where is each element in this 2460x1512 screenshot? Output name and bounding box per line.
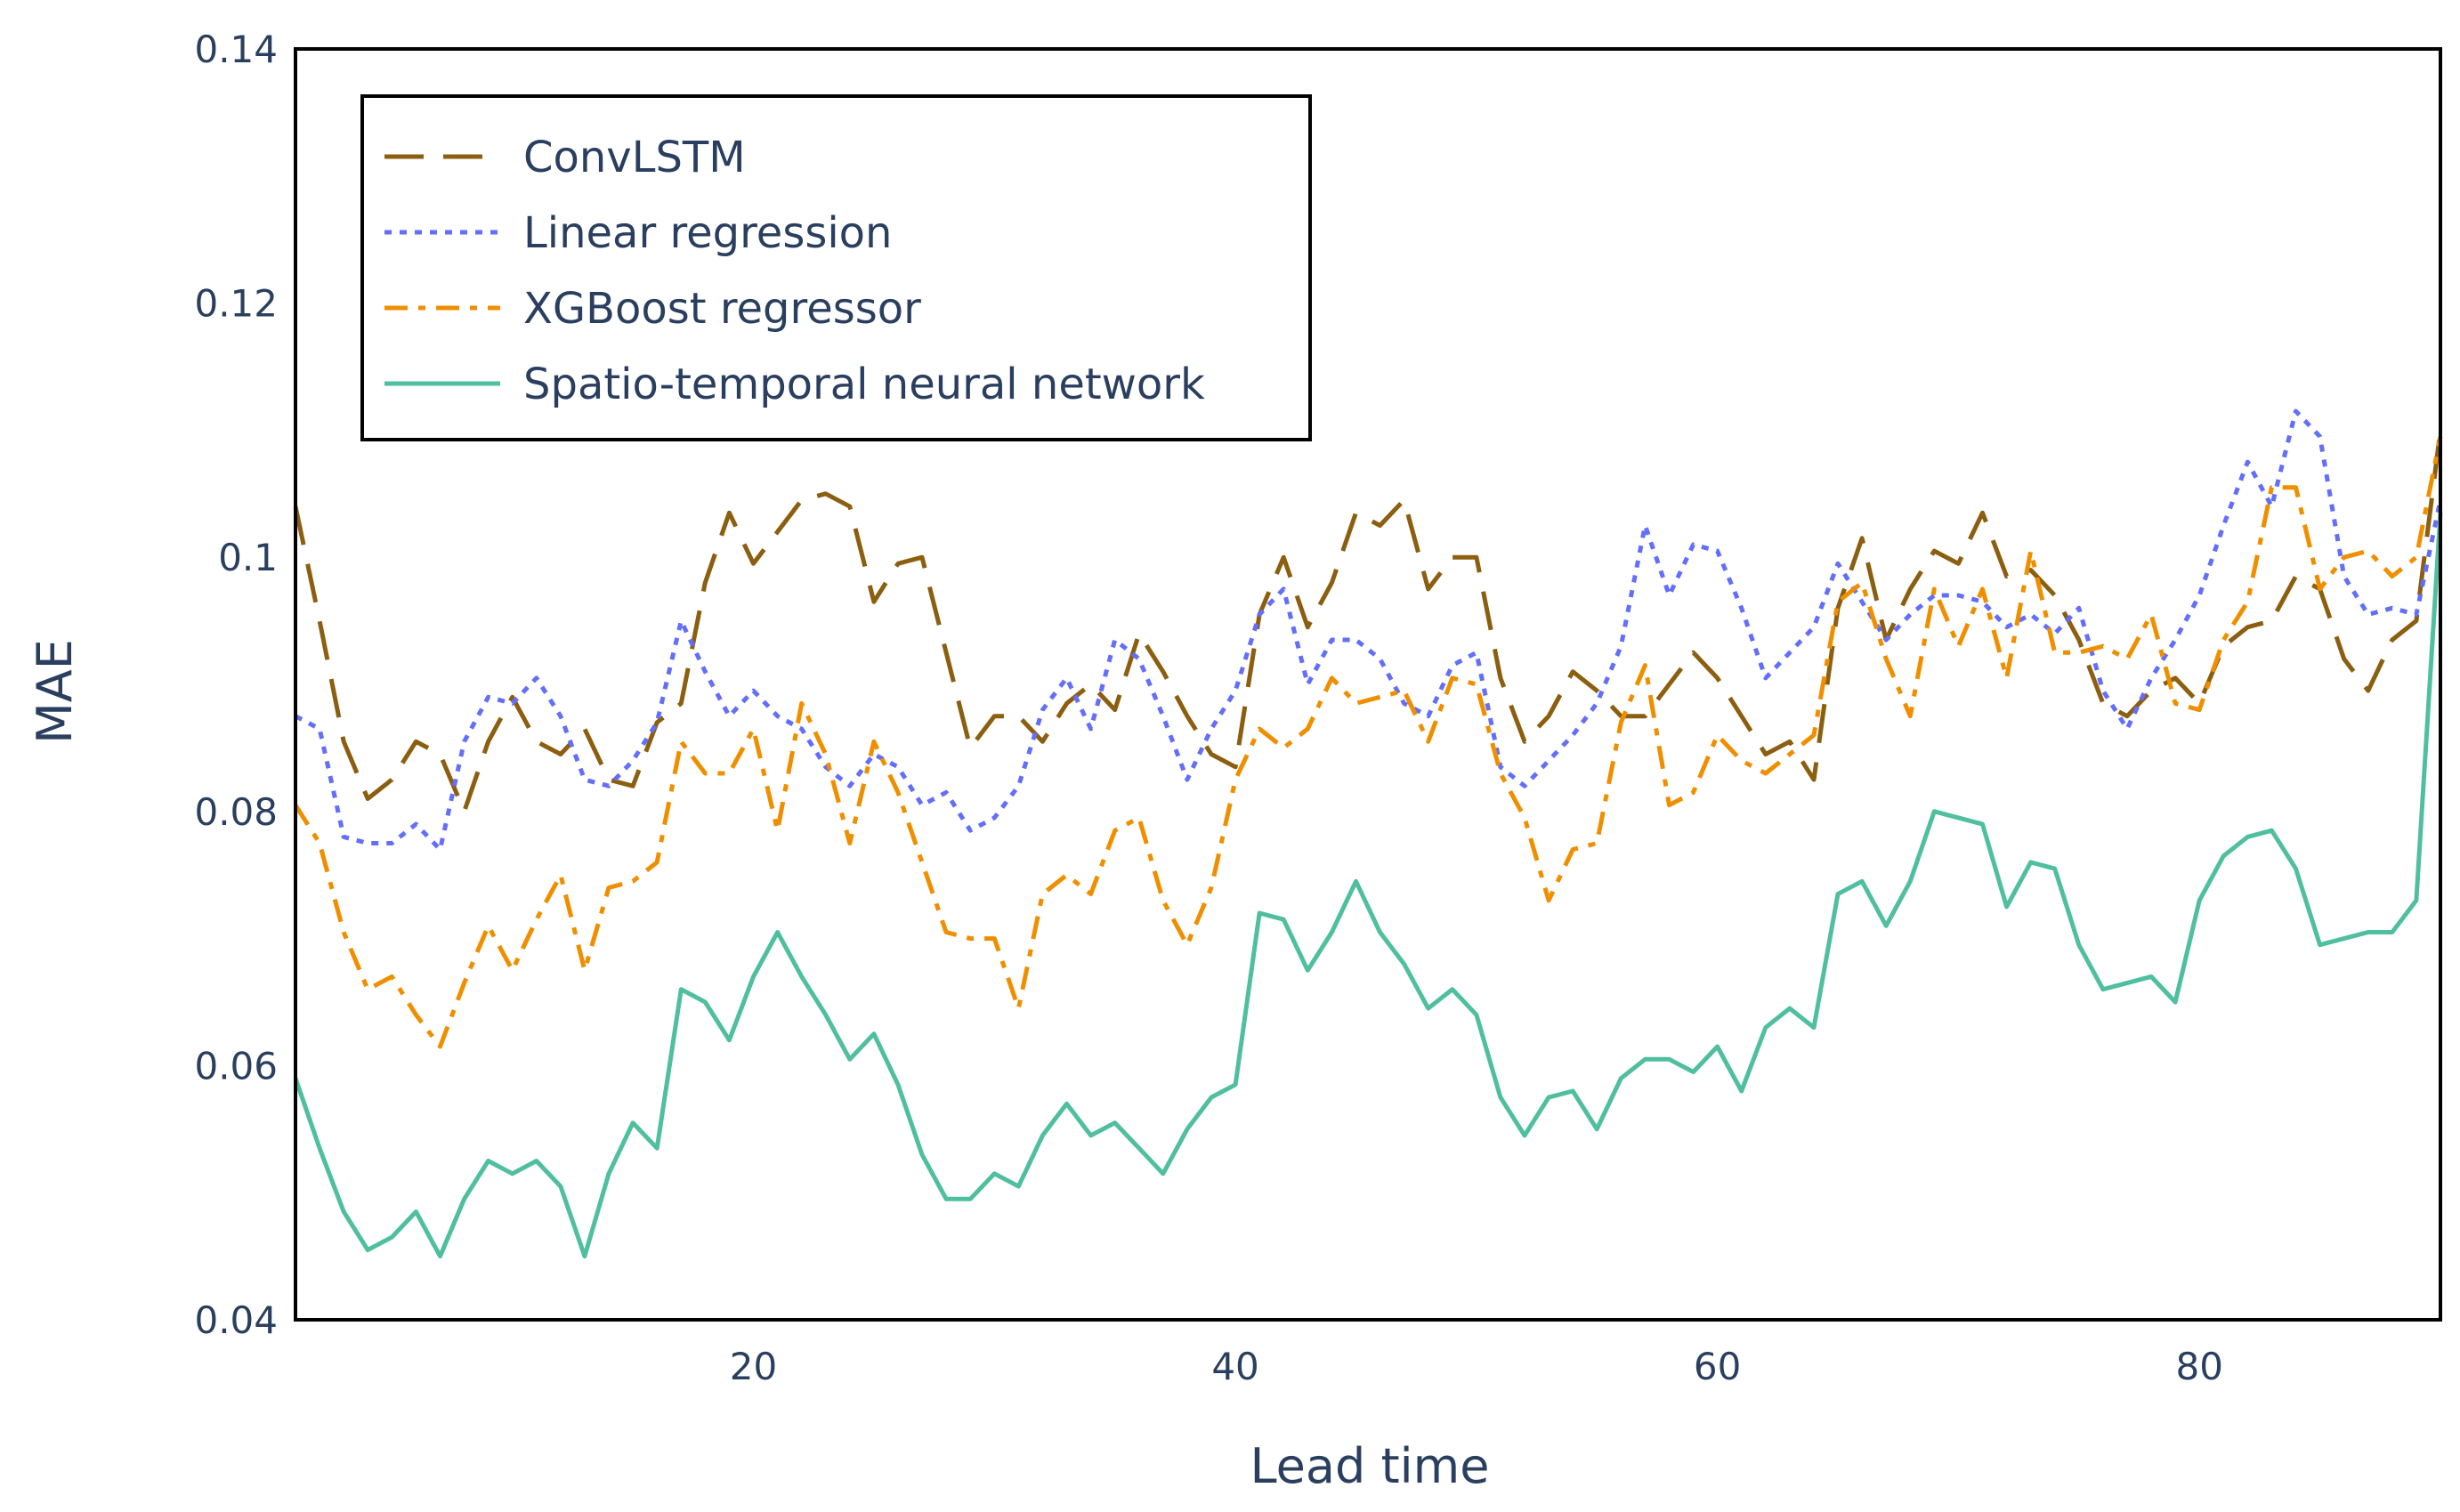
legend-label: XGBoost regressor bbox=[523, 284, 921, 334]
x-tick-label: 20 bbox=[730, 1345, 777, 1388]
x-tick-label: 80 bbox=[2175, 1345, 2222, 1388]
y-tick-label: 0.1 bbox=[218, 536, 278, 579]
y-tick-label: 0.12 bbox=[194, 282, 278, 326]
legend: ConvLSTM Linear regression XGBoost regress… bbox=[360, 94, 1312, 441]
y-tick-label: 0.08 bbox=[194, 790, 278, 834]
y-tick-label: 0.04 bbox=[194, 1298, 278, 1342]
series-line-linear-regression bbox=[294, 408, 2443, 853]
x-axis: 20 40 60 80 bbox=[730, 1345, 2223, 1388]
series-layer bbox=[293, 408, 2443, 1259]
x-tick-label: 40 bbox=[1211, 1345, 1258, 1388]
series-line-convlstm bbox=[293, 430, 2443, 814]
x-tick-label: 60 bbox=[1694, 1345, 1741, 1388]
legend-label: Spatio-temporal neural network bbox=[523, 360, 1205, 409]
legend-label: ConvLSTM bbox=[523, 133, 746, 182]
y-axis: 0.04 0.06 0.08 0.1 0.12 0.14 bbox=[194, 28, 278, 1342]
y-axis-title: MAE bbox=[27, 639, 83, 744]
plot-frame bbox=[294, 47, 2442, 1322]
series-line-xgboost-regressor bbox=[293, 436, 2443, 1049]
y-tick-label: 0.14 bbox=[194, 28, 278, 71]
series-line-spatio-temporal-neural-network bbox=[293, 513, 2443, 1259]
legend-label: Linear regression bbox=[523, 208, 892, 258]
y-tick-label: 0.06 bbox=[194, 1044, 278, 1088]
legend-box bbox=[360, 94, 1312, 441]
x-axis-title: Lead time bbox=[1250, 1438, 1490, 1494]
